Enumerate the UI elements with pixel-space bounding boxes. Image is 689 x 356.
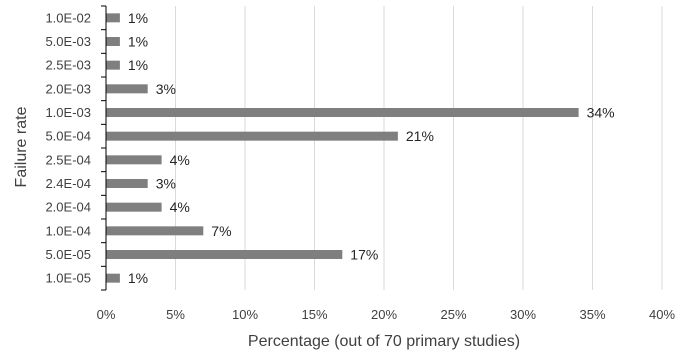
bar — [106, 108, 579, 117]
data-label: 4% — [170, 199, 190, 215]
bar — [106, 131, 398, 141]
y-tick-label: 1.0E-03 — [45, 105, 91, 120]
bar — [106, 202, 162, 212]
x-tick-label: 25% — [440, 307, 466, 322]
x-tick-label: 35% — [579, 307, 605, 322]
data-label: 7% — [211, 223, 231, 239]
y-tick-label: 5.0E-04 — [45, 129, 91, 144]
x-tick-label: 0% — [97, 307, 116, 322]
bar — [106, 226, 204, 236]
bar — [106, 273, 120, 283]
data-label: 3% — [156, 176, 176, 192]
data-label: 1% — [128, 34, 148, 50]
y-tick-label: 1.0E-05 — [45, 271, 91, 286]
x-tick-label: 5% — [166, 307, 185, 322]
y-tick-label: 2.0E-03 — [45, 81, 91, 96]
data-label: 1% — [128, 270, 148, 286]
y-tick-label: 2.4E-04 — [45, 176, 91, 191]
bar — [106, 37, 120, 46]
data-label: 1% — [128, 10, 148, 26]
y-tick-label: 2.0E-04 — [45, 200, 91, 215]
axes — [101, 5, 107, 291]
bars — [106, 13, 579, 283]
bar — [106, 13, 120, 23]
x-tick-labels: 0% 5% 10% 15% 20% 25% 30% 35% 40% — [97, 307, 676, 322]
x-tick-label: 10% — [232, 307, 258, 322]
x-tick-label: 15% — [301, 307, 327, 322]
y-tick-label: 5.0E-05 — [45, 247, 91, 262]
data-label: 1% — [128, 57, 148, 73]
y-axis-title: Failure rate — [13, 106, 30, 187]
y-tick-label: 1.0E-04 — [45, 223, 91, 238]
x-tick-label: 20% — [371, 307, 397, 322]
data-label: 3% — [156, 81, 176, 97]
y-tick-labels: 1.0E-05 5.0E-05 1.0E-04 2.0E-04 2.4E-04 2.5E-… — [45, 10, 91, 285]
y-tick-label: 2.5E-03 — [45, 58, 91, 73]
data-label: 4% — [170, 152, 190, 168]
bar — [106, 250, 343, 259]
gridlines — [175, 6, 663, 290]
y-tick-label: 5.0E-03 — [45, 34, 91, 49]
data-label: 17% — [350, 247, 378, 263]
x-tick-label: 40% — [649, 307, 675, 322]
x-axis-title: Percentage (out of 70 primary studies) — [248, 333, 520, 350]
bar — [106, 155, 162, 165]
data-labels: 1% 17% 7% 4% 3% 4% 21% 34% 3% 1% 1% 1% — [128, 10, 615, 286]
x-tick-label: 30% — [510, 307, 536, 322]
bar — [106, 84, 148, 94]
bar — [106, 179, 148, 188]
data-label: 21% — [406, 128, 434, 144]
y-tick-label: 2.5E-04 — [45, 152, 91, 167]
y-tick-label: 1.0E-02 — [45, 10, 91, 25]
data-label: 34% — [587, 105, 615, 121]
bar — [106, 60, 120, 70]
